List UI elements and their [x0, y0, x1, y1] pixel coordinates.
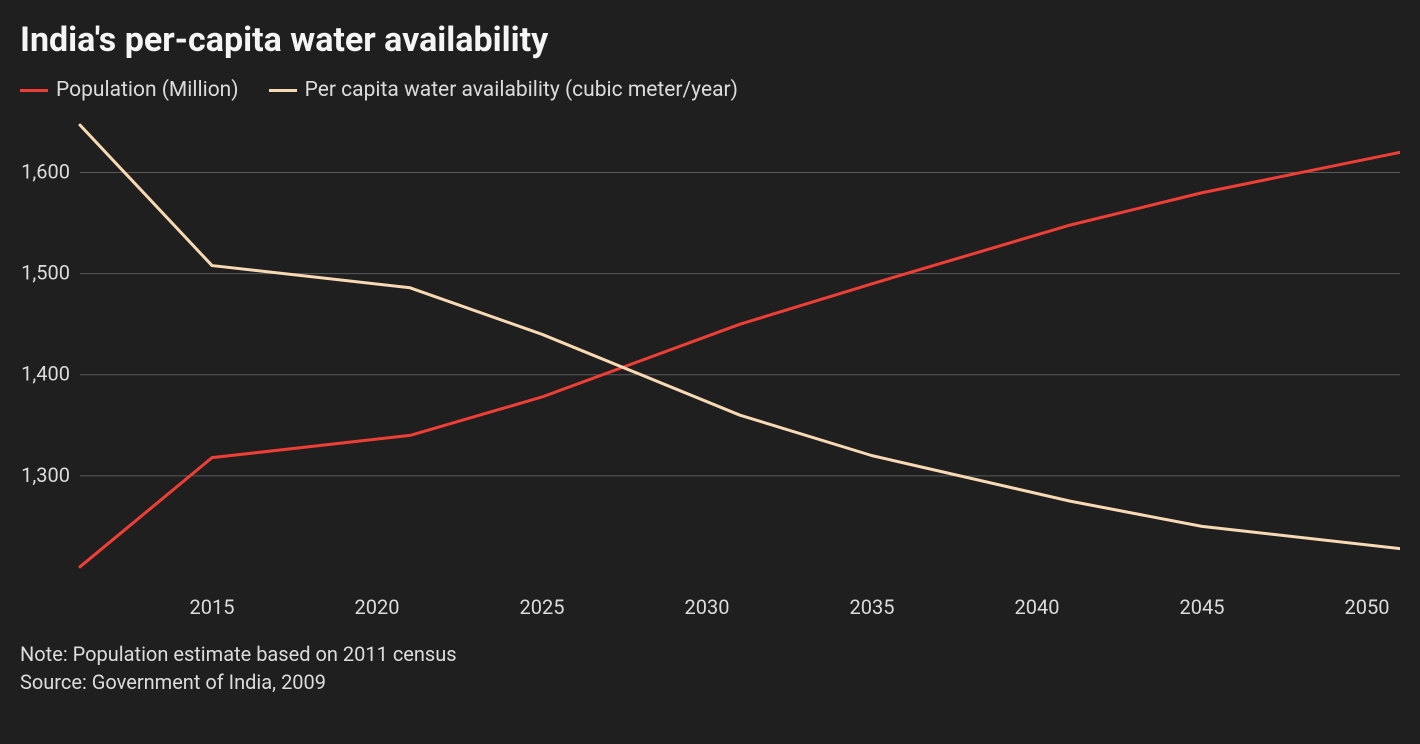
x-tick-label: 2030: [685, 595, 730, 619]
legend-item-population: Population (Million): [20, 78, 239, 102]
y-tick-label: 1,600: [21, 160, 70, 184]
x-tick-label: 2050: [1345, 595, 1390, 619]
legend-swatch-2: [269, 89, 297, 92]
legend-item-water: Per capita water availability (cubic met…: [269, 78, 738, 102]
y-tick-label: 1,300: [21, 463, 70, 487]
footer-note: Note: Population estimate based on 2011 …: [20, 640, 1400, 668]
x-tick-label: 2025: [520, 595, 565, 619]
legend-label-1: Population (Million): [56, 78, 239, 102]
series-line: [80, 125, 1400, 549]
line-chart: 1,300 1,400 1,500 1,600 2015 2020 2025 2030 2035…: [20, 112, 1400, 632]
legend-label-2: Per capita water availability (cubic met…: [305, 78, 738, 102]
series-line: [80, 152, 1400, 567]
x-tick-label: 2015: [190, 595, 235, 619]
y-tick-label: 1,500: [21, 261, 70, 285]
x-tick-label: 2035: [850, 595, 895, 619]
legend: Population (Million) Per capita water av…: [20, 78, 1400, 102]
chart-footer: Note: Population estimate based on 2011 …: [20, 640, 1400, 696]
chart-plot-area: 1,300 1,400 1,500 1,600 2015 2020 2025 2030 2035…: [20, 112, 1400, 632]
y-tick-label: 1,400: [21, 362, 70, 386]
x-tick-label: 2045: [1180, 595, 1225, 619]
footer-source: Source: Government of India, 2009: [20, 668, 1400, 696]
chart-title: India's per-capita water availability: [20, 20, 1400, 60]
legend-swatch-1: [20, 89, 48, 92]
x-tick-label: 2040: [1015, 595, 1060, 619]
x-tick-label: 2020: [355, 595, 400, 619]
